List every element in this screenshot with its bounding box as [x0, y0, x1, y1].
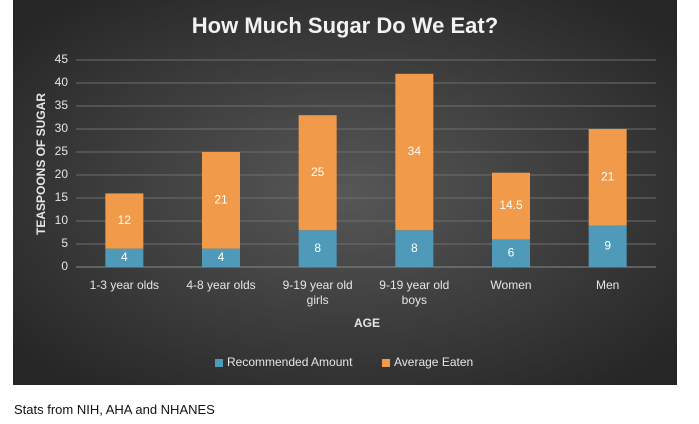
value-label: 8: [314, 241, 321, 255]
value-label: 12: [118, 213, 132, 227]
y-tick-label: 15: [55, 190, 69, 204]
bar-segment: [492, 172, 530, 240]
value-label: 6: [508, 245, 515, 259]
x-tick-label: Men: [595, 278, 620, 292]
x-tick-label: 4-8 year olds: [186, 278, 256, 292]
bar-segment: [588, 225, 627, 267]
x-tick-label: 9-19 year old boys: [379, 278, 450, 307]
value-label: 34: [408, 144, 422, 158]
chart-background: [13, 0, 677, 385]
y-tick-label: 45: [55, 52, 69, 66]
bar-segment: [492, 239, 530, 267]
x-tick-label: 1-3 year olds: [89, 278, 160, 292]
y-tick-label: 35: [55, 98, 69, 112]
value-label: 21: [214, 192, 228, 206]
bar-segment: [588, 129, 627, 226]
y-tick-label: 25: [55, 144, 69, 158]
y-tick-label: 30: [55, 121, 69, 135]
bar-segment: [105, 248, 144, 267]
x-tick-label: Women: [490, 278, 532, 292]
chart-title: How Much Sugar Do We Eat?: [192, 13, 498, 38]
y-axis-title: TEASPOONS OF SUGAR: [34, 93, 48, 235]
value-label: 14.5: [499, 198, 523, 212]
x-tick-label: 9-19 year old girls: [282, 278, 353, 307]
bar-segment: [202, 248, 240, 267]
bar-segment: [298, 115, 337, 231]
y-tick-label: 0: [61, 259, 68, 273]
value-label: 25: [311, 165, 325, 179]
value-label: 21: [601, 169, 615, 183]
bar-segment: [105, 193, 144, 249]
y-tick-label: 20: [55, 167, 69, 181]
bar-segment: [202, 152, 240, 249]
legend-label: Average Eaten: [394, 355, 473, 369]
legend-label: Recommended Amount: [227, 355, 353, 369]
x-axis-title: AGE: [354, 316, 380, 330]
value-label: 9: [604, 238, 611, 252]
caption: Stats from NIH, AHA and NHANES: [14, 402, 215, 417]
legend-swatch: [215, 359, 223, 367]
bar-segment: [395, 230, 434, 267]
value-label: 4: [218, 250, 225, 264]
value-label: 4: [121, 250, 128, 264]
y-tick-label: 5: [61, 236, 68, 250]
y-tick-label: 10: [55, 213, 69, 227]
bar-segment: [395, 73, 434, 231]
bar-segment: [298, 230, 337, 267]
y-tick-label: 40: [55, 75, 69, 89]
value-label: 8: [411, 241, 418, 255]
legend-swatch: [382, 359, 390, 367]
